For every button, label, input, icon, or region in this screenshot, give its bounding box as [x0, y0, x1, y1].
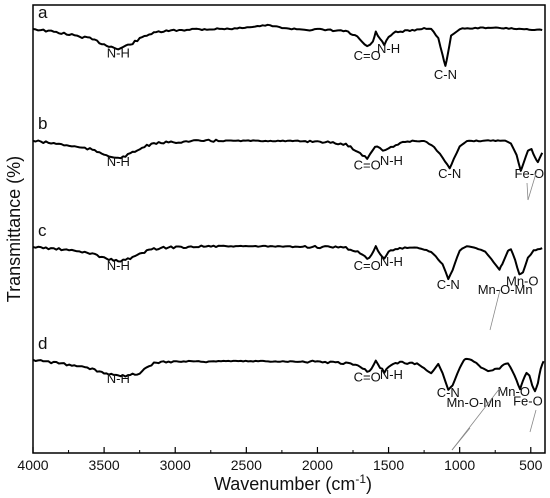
x-tick-label: 1500 [373, 457, 404, 473]
peak-label: C=O [354, 48, 381, 63]
spectrum-line-d [32, 357, 545, 393]
x-tick-label: 4000 [17, 457, 48, 473]
peak-label: C=O [354, 258, 381, 273]
leader-line [529, 409, 537, 433]
spectrum-line-b [32, 138, 544, 172]
panel-label-c: c [38, 221, 47, 240]
leader-line [527, 169, 538, 201]
x-axis-label: Wavenumber (cm-1) [214, 472, 372, 494]
plot-frame [32, 4, 546, 454]
peak-label: Fe-O [515, 166, 545, 181]
spectrum-line-c [32, 244, 543, 281]
peak-label: N-H [107, 46, 130, 61]
spectrum-a: aN-H C=ON-HC-N [32, 3, 543, 82]
panel-label-d: d [38, 334, 47, 353]
series-layer: aN-H C=ON-HC-NbN-H C=O N-HC-N Fe-OcN-H C=O N-H… [32, 3, 545, 451]
x-axis-label-sup: -1 [355, 472, 366, 486]
y-axis-label: Transmittance (%) [4, 156, 24, 302]
peak-label: Fe-O [513, 394, 543, 409]
x-axis-label-main: Wavenumber (cm [214, 474, 355, 494]
x-tick-label: 500 [519, 457, 543, 473]
peak-label: C-N [437, 385, 460, 400]
peak-label: N-H [377, 41, 400, 56]
spectrum-line-a [32, 23, 543, 67]
peak-label: N-H [380, 153, 403, 168]
leader-line [489, 289, 501, 331]
peak-label: Mn-O-Mn [478, 282, 533, 297]
x-tick-label: 2000 [302, 457, 333, 473]
panel-label-a: a [38, 3, 48, 22]
x-axis-ticks: 4000 3500 3000 2500 2000 1500 1000 500 [17, 447, 543, 473]
spectrum-b: bN-H C=O N-HC-N Fe-O [32, 114, 545, 181]
leader-line [526, 182, 529, 201]
peak-label: N-H [107, 371, 130, 386]
x-axis-label-end: ) [366, 474, 372, 494]
peak-label: N-H [380, 254, 403, 269]
peak-label: N-H [107, 258, 130, 273]
x-tick-label: 3000 [160, 457, 191, 473]
peak-label: N-H [107, 154, 130, 169]
x-tick-label: 2500 [231, 457, 262, 473]
peak-label: C=O [354, 158, 381, 173]
peak-label: C-N [438, 166, 461, 181]
leader-line [451, 387, 501, 451]
x-tick-label: 1000 [444, 457, 475, 473]
peak-label: Mn-O [506, 273, 539, 288]
peak-label: Mn-O [497, 384, 530, 399]
peak-label: C=O [354, 370, 381, 385]
peak-label: N-H [380, 367, 403, 382]
x-tick-label: 3500 [89, 457, 120, 473]
peak-label: C-N [434, 67, 457, 82]
panel-label-b: b [38, 114, 47, 133]
peak-label: C-N [437, 277, 460, 292]
peak-label: Mn-O-Mn [446, 395, 501, 410]
